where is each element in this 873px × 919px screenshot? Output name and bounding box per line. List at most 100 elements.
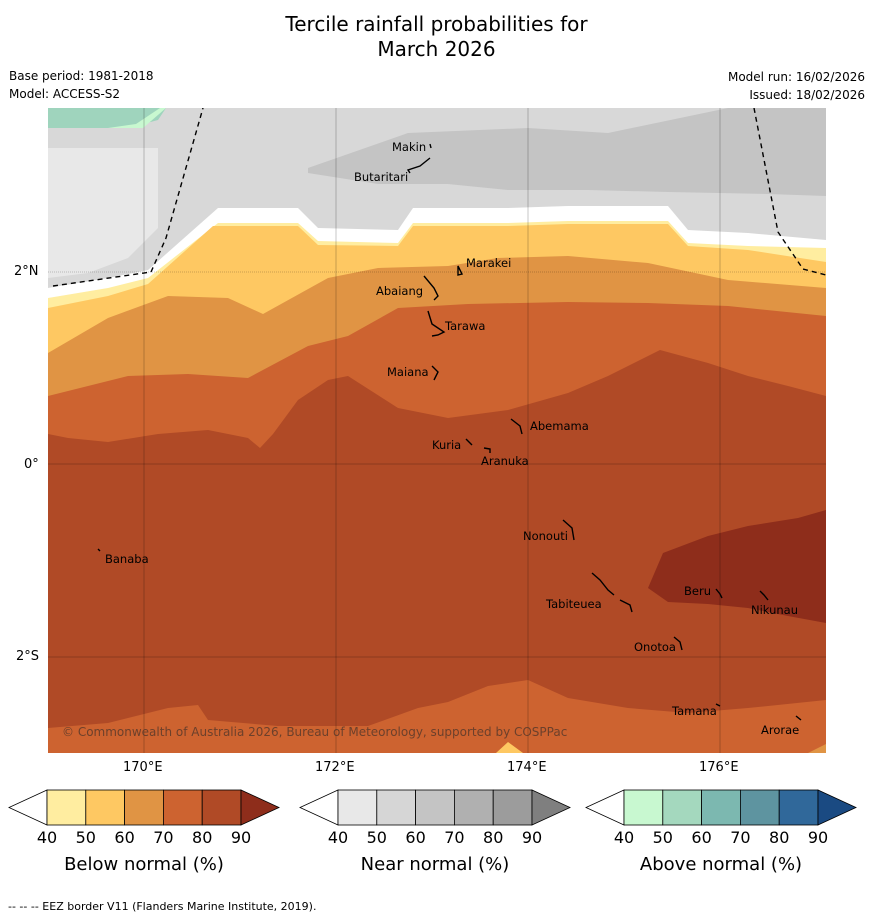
island-label-banaba: Banaba: [105, 552, 149, 566]
island-shape-maiana: [431, 365, 439, 381]
island-label-butaritari: Butaritari: [354, 170, 408, 184]
island-shape-onotoa: [673, 636, 683, 651]
lon-label-172e: 172°E: [315, 760, 355, 775]
colorbar-title-near: Near normal (%): [360, 854, 510, 875]
island-outlines: [97, 143, 802, 721]
below-normal-70-lower-region: [48, 680, 826, 753]
colorbar-below-bin-4: [162, 789, 203, 826]
island-shape-makin: [429, 143, 432, 149]
island-labels: Makin Butaritari Marakei Abaiang Tarawa …: [105, 140, 799, 737]
model-run: Model run: 16/02/2026: [727, 70, 865, 84]
meta-left: Base period: 1981-2018 Model: ACCESS-S2: [9, 67, 154, 103]
colorbar-above-tick: 80: [769, 828, 790, 847]
island-label-tarawa: Tarawa: [444, 319, 485, 333]
colorbar-title-below: Below normal (%): [64, 854, 224, 875]
colorbar-above-bin-1: [623, 789, 664, 826]
island-shape-abaiang: [423, 275, 439, 301]
lat-label-0: 0°: [24, 457, 39, 472]
eez-border-east: [753, 108, 826, 276]
colorbar-near-tick: 70: [444, 828, 465, 847]
colorbar-near-extend-low: [299, 789, 339, 826]
colorbar-below-tick: 90: [230, 828, 252, 847]
colorbars: [8, 789, 857, 826]
colorbar-below-extend-low: [8, 789, 48, 826]
colorbar-below-tick: 80: [192, 828, 213, 847]
colorbar-above-extend-low: [585, 789, 625, 826]
colorbar-near-tick: 90: [521, 828, 543, 847]
colorbar-below-tick: 60: [114, 828, 135, 847]
island-label-makin: Makin: [392, 140, 426, 154]
island-label-nonouti: Nonouti: [523, 529, 568, 543]
island-shape-banaba: [97, 548, 101, 552]
below-normal-50-patch: [496, 742, 523, 753]
issued-date: Issued: 18/02/2026: [749, 88, 865, 102]
island-label-abaiang: Abaiang: [376, 284, 423, 298]
colorbar-near-bin-4: [453, 789, 494, 826]
island-shape-beru: [715, 588, 723, 599]
colorbar-below-bin-3: [124, 789, 164, 826]
map-svg: Makin Butaritari Marakei Abaiang Tarawa …: [48, 108, 826, 753]
colorbar-near-tick: 40: [327, 828, 349, 847]
colorbar-above-tick: 60: [691, 828, 712, 847]
eez-footnote: -- -- -- EEZ border V11 (Flanders Marine…: [8, 900, 317, 913]
below-normal-60-patch: [808, 744, 826, 753]
island-label-tabiteuea: Tabiteuea: [545, 597, 602, 611]
copyright-notice: © Commonwealth of Australia 2026, Bureau…: [62, 725, 567, 739]
colorbar-near-bin-2: [376, 789, 416, 826]
colorbar-near-bin-3: [415, 789, 455, 826]
lon-label-170e: 170°E: [123, 760, 163, 775]
island-label-nikunau: Nikunau: [751, 603, 798, 617]
island-label-beru: Beru: [684, 584, 711, 598]
base-period: Base period: 1981-2018: [9, 69, 154, 83]
colorbar-below-tick: 70: [153, 828, 174, 847]
island-label-onotoa: Onotoa: [634, 640, 676, 654]
near-normal-60-region: [308, 108, 826, 196]
colorbar-above-bin-2: [662, 789, 702, 826]
colorbar-above-bin-4: [740, 789, 780, 826]
gridlines: [48, 108, 826, 753]
island-shape-marakei: [457, 265, 464, 276]
eez-border-west: [52, 108, 204, 287]
colorbar-above-tick: 90: [807, 828, 829, 847]
island-shape-arorae: [795, 715, 802, 721]
colorbar-near: [299, 789, 571, 826]
island-shape-tarawa: [427, 310, 446, 337]
lon-label-176e: 176°E: [699, 760, 739, 775]
colorbar-near-tick: 80: [483, 828, 504, 847]
island-label-arorae: Arorae: [761, 723, 799, 737]
island-shape-tabiteuea-north: [591, 572, 615, 596]
island-label-tamana: Tamana: [671, 704, 717, 718]
colorbar-below: [8, 789, 280, 826]
colorbar-above-bin-3: [701, 789, 741, 826]
colorbar-title-above: Above normal (%): [639, 854, 803, 875]
meta-right: Model run: 16/02/2026 Issued: 18/02/2026: [728, 68, 865, 104]
island-shape-abemama: [510, 418, 523, 435]
colorbar-above-tick: 40: [613, 828, 635, 847]
island-label-abemama: Abemama: [530, 419, 589, 433]
colorbar-above-tick: 70: [730, 828, 751, 847]
island-label-maiana: Maiana: [387, 365, 429, 379]
colorbar-above-extend-high: [817, 789, 857, 826]
colorbar-near-extend-high: [531, 789, 571, 826]
below-normal-80-region: [48, 350, 826, 753]
island-shape-nikunau: [759, 590, 769, 601]
above-normal-50-region: [48, 108, 166, 128]
colorbar-near-bin-5: [492, 789, 533, 826]
lon-label-174e: 174°E: [507, 760, 547, 775]
colorbar-below-bin-1: [46, 789, 87, 826]
island-shape-aranuka: [483, 447, 491, 453]
title-line-2: March 2026: [377, 37, 496, 61]
colorbar-above: [585, 789, 857, 826]
colorbar-above-bin-5: [778, 789, 819, 826]
island-shape-tamana: [715, 703, 721, 707]
colorbar-above-tick: 50: [652, 828, 673, 847]
island-shape-tabiteuea-south: [619, 599, 633, 613]
island-shape-kuria: [465, 438, 473, 446]
colorbar-below-bin-2: [85, 789, 126, 826]
below-normal-90-region: [648, 510, 826, 623]
model-name: Model: ACCESS-S2: [9, 87, 121, 101]
island-label-kuria: Kuria: [432, 438, 461, 452]
above-normal-40-region: [108, 108, 166, 128]
colorbar-near-tick: 50: [366, 828, 387, 847]
colorbar-below-tick: 50: [75, 828, 96, 847]
